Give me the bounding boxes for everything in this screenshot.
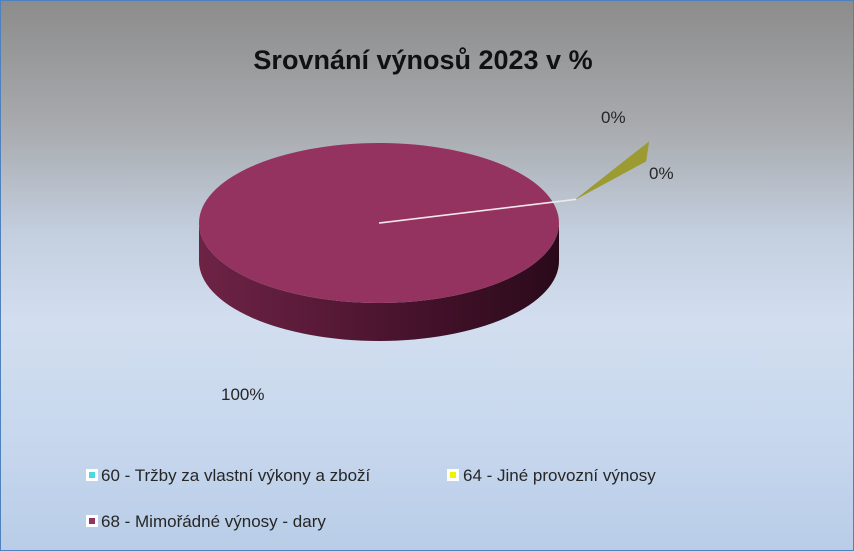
chart-title: Srovnání výnosů 2023 v % (253, 45, 592, 75)
slice-separator-line (378, 198, 577, 224)
data-label-0: 0% (601, 108, 626, 127)
legend-swatch-1 (450, 472, 456, 478)
data-label-2: 100% (221, 385, 264, 404)
legend-swatch-2 (89, 518, 95, 524)
legend-label-1: 64 - Jiné provozní výnosy (463, 466, 656, 485)
legend: 60 - Tržby za vlastní výkony a zboží 64 … (86, 466, 656, 531)
data-label-1: 0% (649, 164, 674, 183)
legend-label-0: 60 - Tržby za vlastní výkony a zboží (101, 466, 371, 485)
pie-slice-side-2 (199, 223, 559, 341)
legend-item-1: 64 - Jiné provozní výnosy (447, 466, 656, 485)
legend-item-0: 60 - Tržby za vlastní výkony a zboží (86, 466, 371, 485)
legend-item-2: 68 - Mimořádné výnosy - dary (86, 512, 326, 531)
legend-label-2: 68 - Mimořádné výnosy - dary (101, 512, 326, 531)
pie-slice-exploded (574, 141, 650, 201)
legend-swatch-0 (89, 472, 95, 478)
pie-layer (199, 141, 650, 341)
